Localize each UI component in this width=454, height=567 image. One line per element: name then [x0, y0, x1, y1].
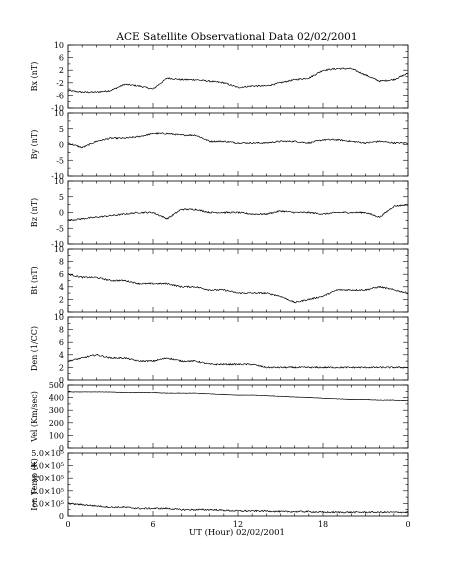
y-tick-label: 8: [59, 326, 64, 335]
y-tick-label: -10: [51, 240, 64, 249]
y-tick-label: 2.0×10⁵: [31, 487, 64, 496]
y-tick-label: 300: [49, 406, 64, 415]
y-tick-label: 400: [49, 394, 64, 403]
y-tick-label: 0: [59, 376, 64, 385]
series-line: [67, 132, 409, 149]
panel-5: 500 400 300 200 100 0 Vel (Km/sec): [30, 381, 409, 453]
y-tick-label: 10: [54, 109, 64, 118]
series-line: [67, 391, 408, 402]
y-tick-label: -10: [51, 172, 64, 181]
y-tick-label: 200: [49, 419, 64, 428]
y-tick-label: 1.0×10⁵: [31, 499, 64, 508]
y-tick-label: 4: [59, 351, 64, 360]
y-tick-label: 0: [59, 209, 64, 218]
panel-frame: [67, 384, 409, 449]
panel-6: 5.0×10⁵ 4.0×10⁵ 3.0×10⁵ 2.0×10⁵ 1.0×10⁵ 0 Ion …: [30, 449, 411, 529]
x-tick-label: 0: [65, 520, 70, 529]
y-tick-label: 3.0×10⁵: [31, 474, 64, 483]
panel-frame: [67, 452, 409, 517]
y-tick-label: -5: [56, 156, 64, 165]
y-tick-label: 500: [49, 381, 64, 390]
y-tick-label: 0: [59, 512, 64, 521]
chart-title: ACE Satellite Observational Data 02/02/2…: [115, 31, 357, 43]
x-tick-label: 0: [405, 520, 410, 529]
y-tick-label: -10: [51, 104, 64, 113]
y-tick-label: 0: [59, 308, 64, 317]
panel-0: 10 6 2 -2 -6 -10 Bx (nT): [30, 41, 409, 113]
y-axis-label: Vel (Km/sec): [30, 391, 39, 443]
y-tick-label: 10: [54, 41, 64, 50]
series-line: [67, 353, 408, 369]
x-tick-label: 6: [150, 520, 155, 529]
x-tick-label: 12: [233, 520, 243, 529]
y-tick-label: 4: [59, 283, 64, 292]
y-tick-label: 10: [54, 313, 64, 322]
y-axis-label: Bz (nT): [30, 198, 39, 227]
y-tick-label: 10: [54, 177, 64, 186]
panel-1: 10 5 0 -5 -10 By (nT): [30, 109, 409, 181]
y-tick-label: 6: [59, 54, 64, 63]
y-axis-label: Bx (nT): [30, 62, 39, 92]
series-line: [67, 203, 409, 222]
y-tick-label: 100: [49, 431, 64, 440]
panels-group: 10 6 2 -2 -6 -10 Bx (nT) 10 5 0 -5 -10 By (nT) 10 5 0 -5…: [30, 41, 411, 529]
panel-2: 10 5 0 -5 -10 Bz (nT): [30, 177, 409, 249]
y-axis-label: By (nT): [30, 130, 39, 160]
y-axis-label: Bt (nT): [30, 266, 39, 294]
y-tick-label: 5: [59, 193, 64, 202]
y-tick-label: 8: [59, 258, 64, 267]
panel-frame: [67, 112, 409, 177]
y-tick-label: 4.0×10⁵: [31, 462, 64, 471]
y-axis-label: Den (1/CC): [30, 326, 39, 371]
y-tick-label: 0: [59, 141, 64, 150]
y-tick-label: 2: [59, 66, 64, 75]
y-tick-label: 10: [54, 245, 64, 254]
y-tick-label: 5: [59, 125, 64, 134]
y-tick-label: 6: [59, 270, 64, 279]
panel-frame: [67, 316, 409, 381]
x-tick-label: 18: [318, 520, 328, 529]
y-tick-label: 6: [59, 338, 64, 347]
panel-frame: [67, 44, 409, 109]
panel-3: 10 8 6 4 2 0 Bt (nT): [30, 245, 409, 317]
y-tick-label: 2: [59, 363, 64, 372]
y-tick-label: -6: [56, 91, 64, 100]
y-tick-label: 2: [59, 295, 64, 304]
series-line: [67, 502, 409, 514]
x-axis-label: UT (Hour) 02/02/2001: [189, 527, 285, 538]
y-tick-label: 0: [59, 444, 64, 453]
series-line: [67, 67, 409, 94]
y-tick-label: -2: [56, 79, 64, 88]
series-line: [67, 273, 409, 304]
y-tick-label: 5.0×10⁵: [31, 449, 64, 458]
panel-4: 10 8 6 4 2 0 Den (1/CC): [30, 313, 409, 385]
y-axis-label: Ion Temp (K): [30, 458, 39, 511]
y-tick-label: -5: [56, 224, 64, 233]
